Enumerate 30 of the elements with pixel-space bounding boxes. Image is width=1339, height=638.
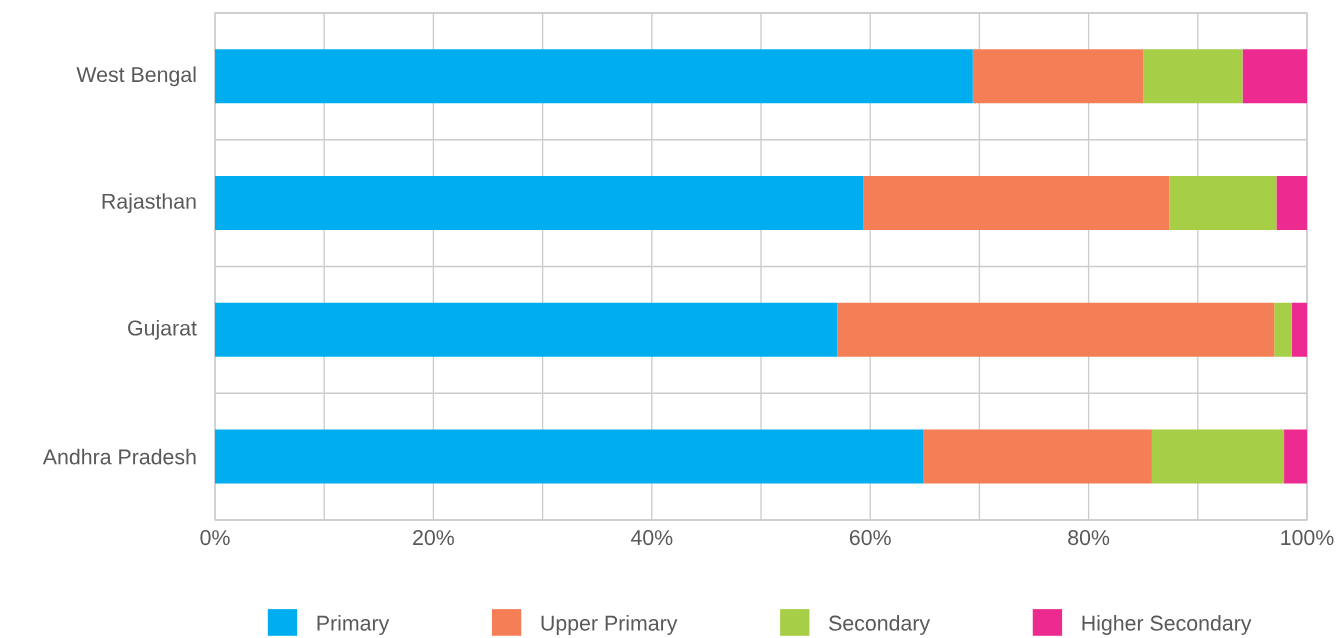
legend-label: Primary: [317, 614, 390, 635]
bar: [215, 429, 924, 484]
x-tick-label: 20%: [413, 529, 454, 545]
x-tick-label: 60%: [849, 529, 891, 545]
bar: [972, 49, 1144, 104]
x-tick-label: 100%: [1281, 529, 1334, 545]
y-tick-label: Rajasthan: [102, 192, 196, 213]
bar: [1274, 302, 1292, 357]
y-tick-label: Gujarat: [128, 319, 197, 340]
bar: [1242, 49, 1307, 104]
bar: [215, 302, 838, 357]
x-tick-label: 40%: [630, 529, 673, 545]
bar: [215, 175, 864, 230]
y-tick-label: Andhra Pradesh: [42, 448, 196, 465]
legend-label: Higher Secondary: [1082, 614, 1252, 635]
bar: [1291, 302, 1307, 357]
legend-label: Upper Primary: [541, 614, 678, 635]
bar: [1284, 429, 1307, 484]
x-tick-label: 0%: [200, 529, 230, 545]
bar: [837, 302, 1275, 357]
bar: [923, 429, 1152, 484]
bar: [1276, 175, 1307, 230]
bar: [1151, 429, 1285, 484]
bar: [215, 49, 973, 104]
legend-label: Secondary: [829, 614, 931, 635]
y-tick-label: West Bengal: [76, 66, 196, 87]
bar: [1143, 49, 1243, 104]
bar: [1169, 175, 1277, 230]
bar: [863, 175, 1170, 230]
x-tick-label: 80%: [1068, 529, 1110, 545]
